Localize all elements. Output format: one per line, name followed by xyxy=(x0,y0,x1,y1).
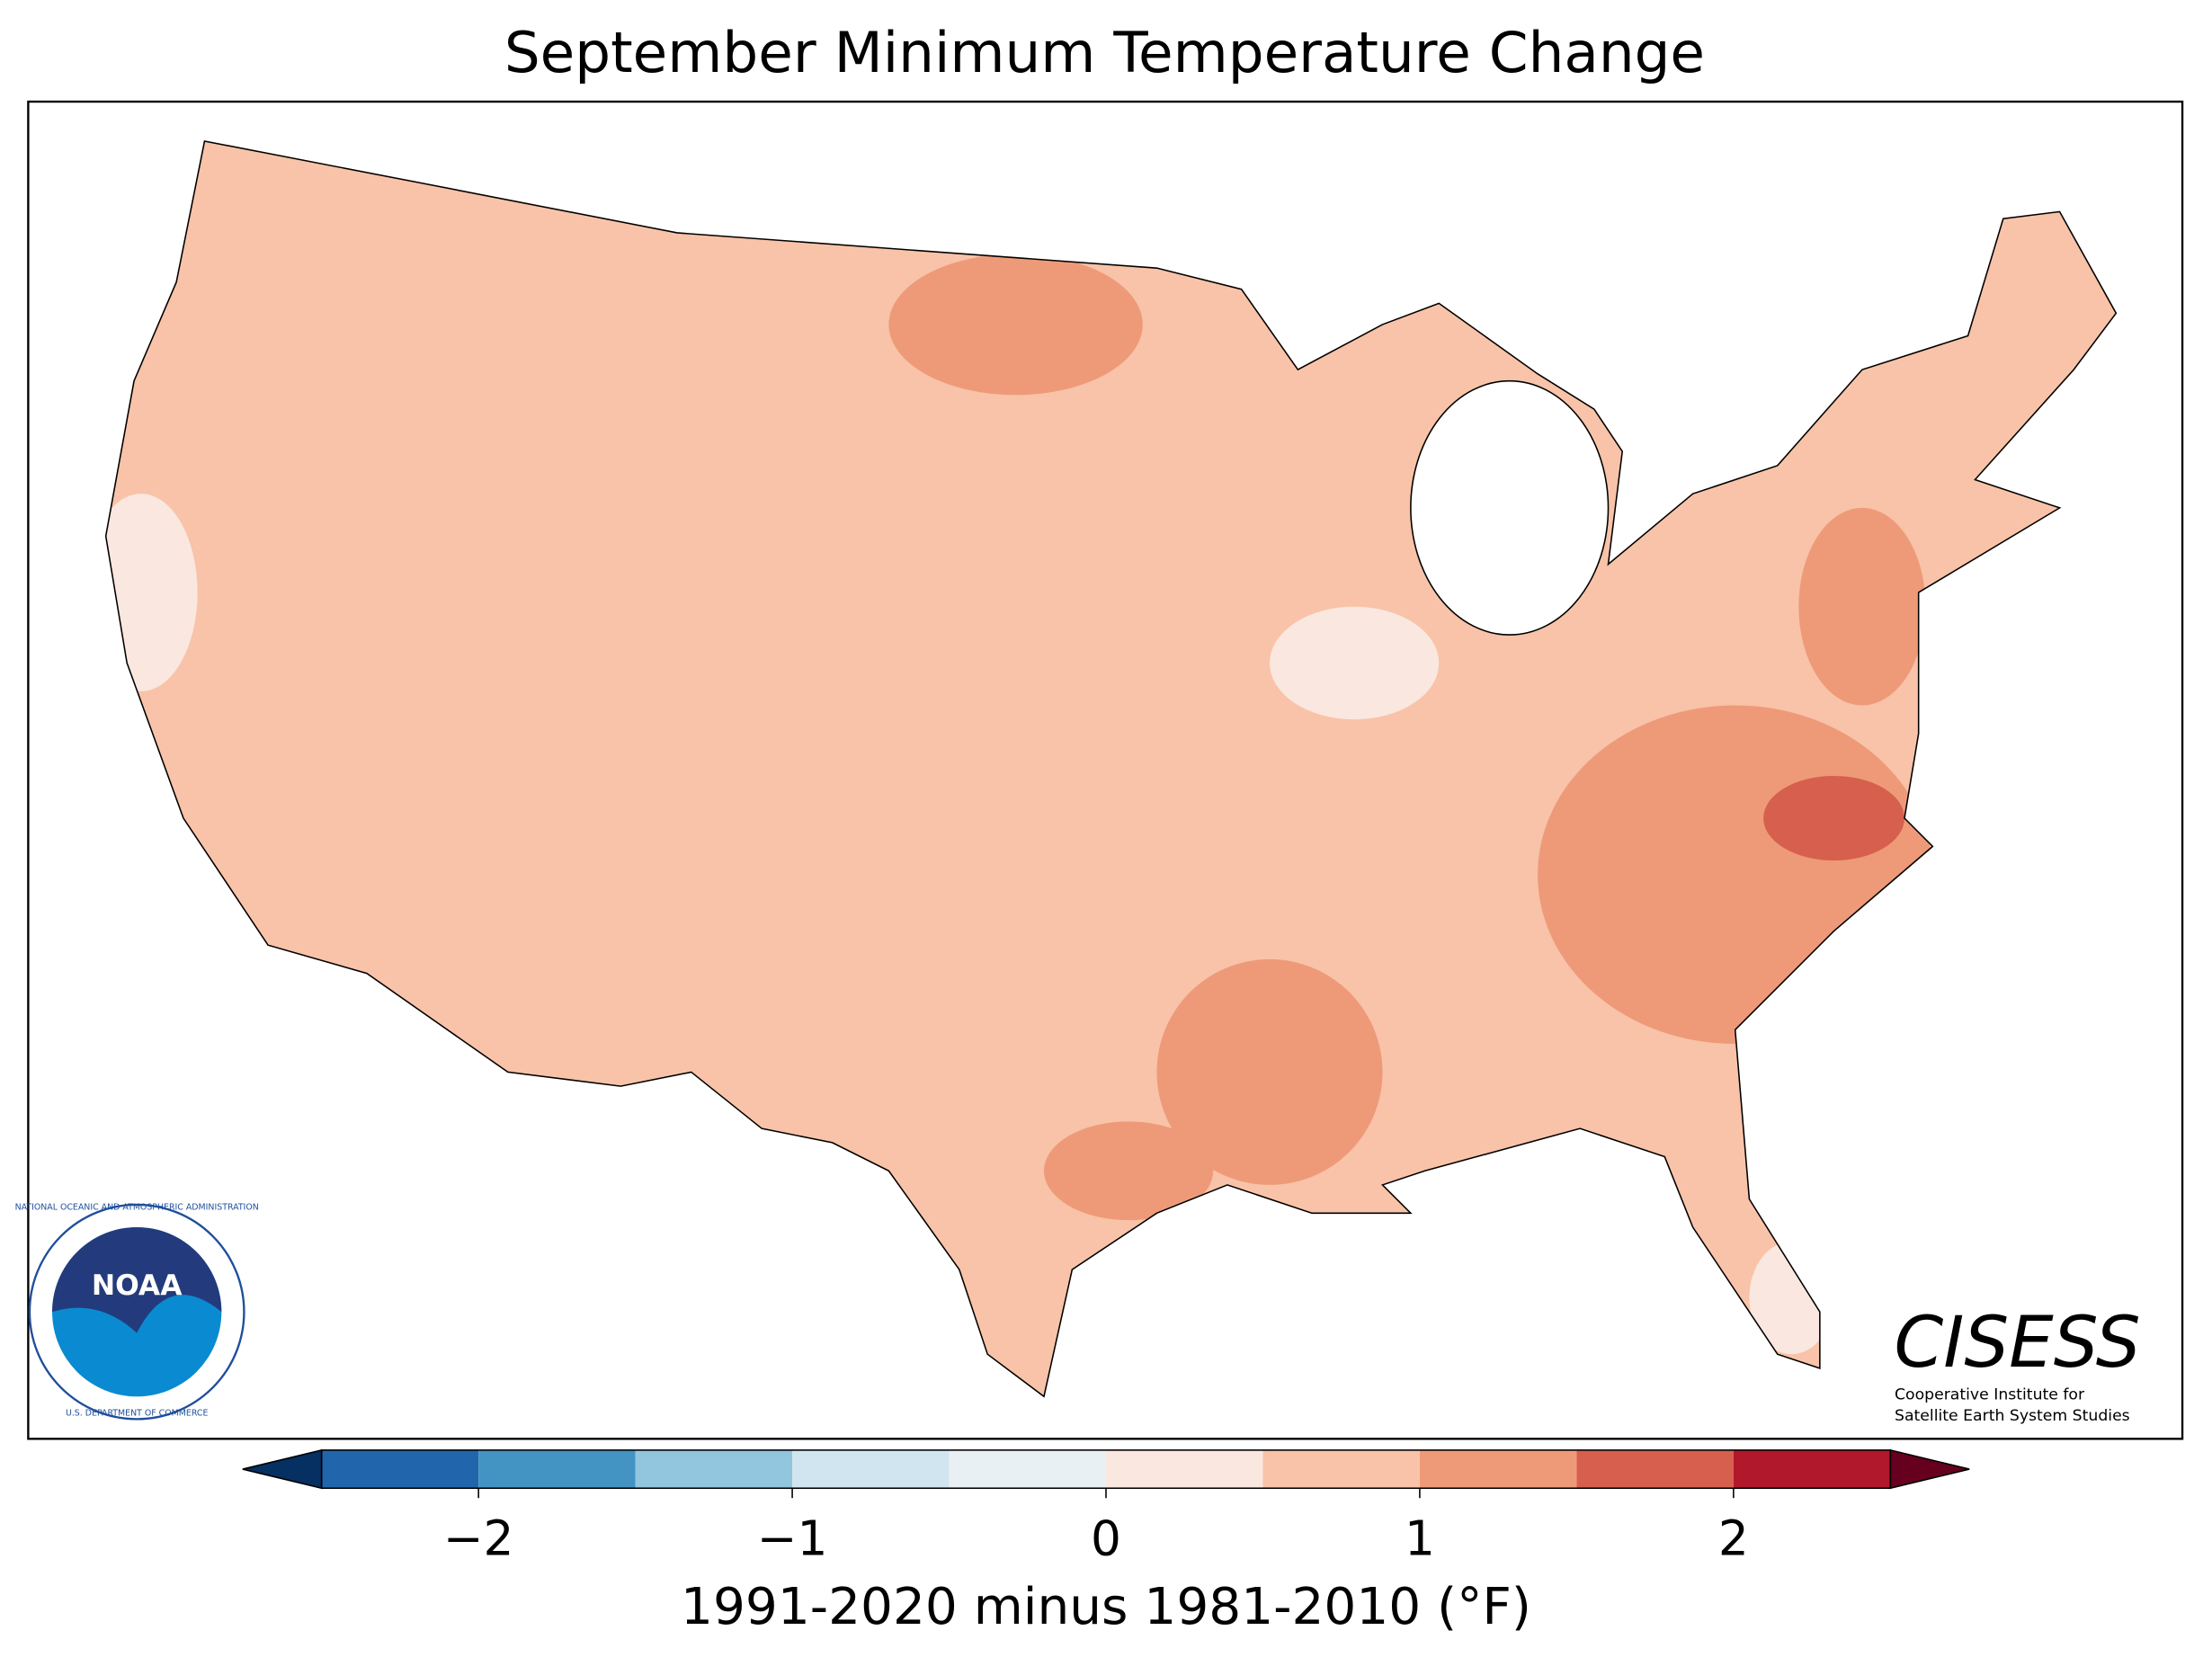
colorbar-tick-label: −1 xyxy=(757,1510,828,1567)
colorbar-extend-low xyxy=(242,1448,323,1490)
colorbar-bin xyxy=(321,1449,479,1489)
colorbar-label: 1991-2020 minus 1981-2010 (°F) xyxy=(681,1578,1531,1636)
warm-region xyxy=(888,254,1143,396)
colorbar-tick-label: 2 xyxy=(1718,1510,1749,1567)
logo-line: Satellite Earth System Studies xyxy=(1895,1407,2130,1425)
logo-ring-top: NATIONAL OCEANIC AND ATMOSPHERIC ADMINIS… xyxy=(15,1203,259,1213)
great-lake xyxy=(1410,379,1610,636)
warm-region xyxy=(1043,1121,1214,1221)
colorbar-bin xyxy=(1419,1449,1577,1489)
warm-region xyxy=(1798,507,1926,706)
warm-region xyxy=(1763,775,1904,861)
logo-top xyxy=(52,1227,222,1333)
colorbar-tick-label: 0 xyxy=(1091,1510,1121,1567)
logo-name: CISESS xyxy=(1894,1302,2140,1384)
warm-region xyxy=(1156,958,1383,1185)
colorbar-bin xyxy=(792,1449,950,1489)
logo-name: NOAA xyxy=(92,1270,183,1302)
colorbar-extend-high xyxy=(1889,1448,1970,1490)
map-title: September Minimum Temperature Change xyxy=(504,20,1705,85)
colorbar-bin xyxy=(949,1449,1106,1489)
colorbar-bin xyxy=(1262,1449,1420,1489)
cool-region xyxy=(1269,606,1440,720)
colorbar-bin xyxy=(478,1449,636,1489)
colorbar-bin xyxy=(635,1449,793,1489)
logo-line: Cooperative Institute for xyxy=(1895,1386,2085,1404)
noaa-logo: NOAA NATIONAL OCEANIC AND ATMOSPHERIC AD… xyxy=(15,1203,259,1421)
colorbar-bin xyxy=(1733,1449,1891,1489)
colorbar-bin xyxy=(1106,1449,1263,1489)
colorbar-bin xyxy=(1576,1449,1734,1489)
cisess-logo: CISESS Cooperative Institute for Satelli… xyxy=(1894,1302,2140,1425)
logo-ring-bottom: U.S. DEPARTMENT OF COMMERCE xyxy=(66,1409,209,1419)
colorbar: −2 −1 0 1 2 1991-2020 minus 1981-2010 (°F) xyxy=(242,1448,1970,1636)
colorbar-tick-label: −2 xyxy=(443,1510,514,1567)
colorbar-tick-label: 1 xyxy=(1405,1510,1435,1567)
